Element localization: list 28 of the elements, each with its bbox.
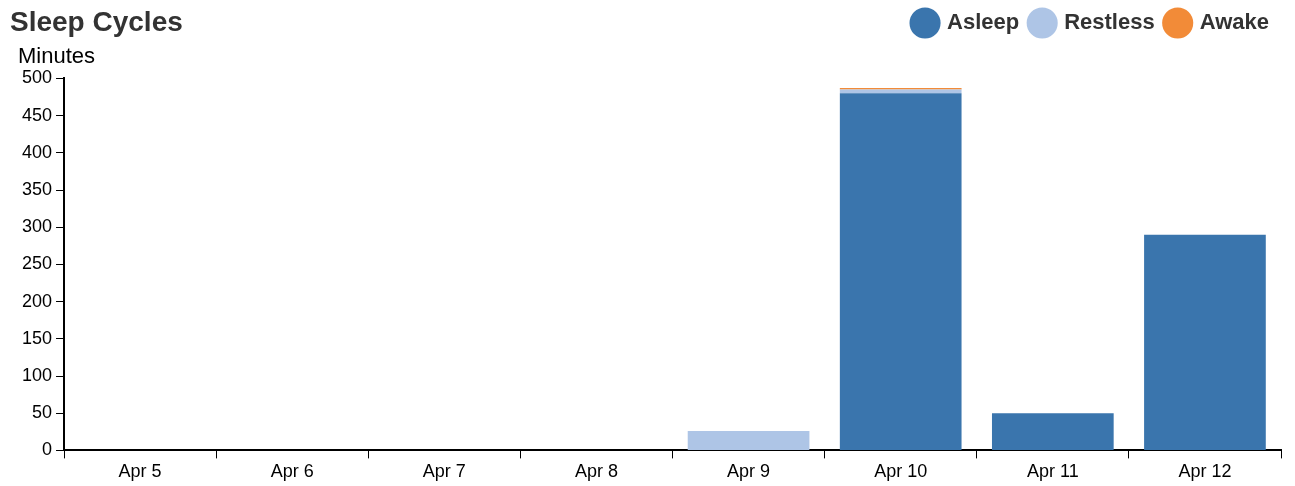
y-tick-label: 400 — [21, 141, 53, 162]
y-tick-label: 50 — [32, 402, 53, 423]
bar — [991, 413, 1114, 450]
y-tick-label: 200 — [21, 290, 53, 311]
y-tick-label: 500 — [21, 67, 53, 88]
legend-label: Asleep — [947, 9, 1020, 35]
x-tick-label: Apr 9 — [727, 461, 771, 482]
x-tick-label: Apr 12 — [1178, 461, 1232, 482]
bar — [839, 93, 962, 450]
x-tick-label: Apr 5 — [118, 461, 162, 482]
x-tick-label: Apr 8 — [574, 461, 618, 482]
y-tick-label: 350 — [21, 178, 53, 199]
y-tick-label: 100 — [21, 364, 53, 385]
bar — [1144, 234, 1266, 450]
y-tick-label: 450 — [21, 104, 53, 125]
x-tick-label: Apr 11 — [1026, 461, 1079, 482]
x-tick-label: Apr 7 — [422, 461, 466, 482]
y-axis-title: Minutes — [18, 43, 96, 69]
y-tick-label: 300 — [21, 216, 53, 237]
bar — [687, 431, 810, 450]
x-tick-label: Apr 10 — [874, 461, 928, 482]
y-tick-label: 0 — [42, 439, 53, 460]
legend-label: Awake — [1199, 9, 1269, 35]
x-tick-label: Apr 6 — [270, 461, 314, 482]
y-tick-label: 250 — [21, 253, 53, 274]
legend-label: Restless — [1064, 9, 1155, 35]
y-tick-label: 150 — [21, 327, 53, 348]
chart-title: Sleep Cycles — [10, 5, 183, 37]
